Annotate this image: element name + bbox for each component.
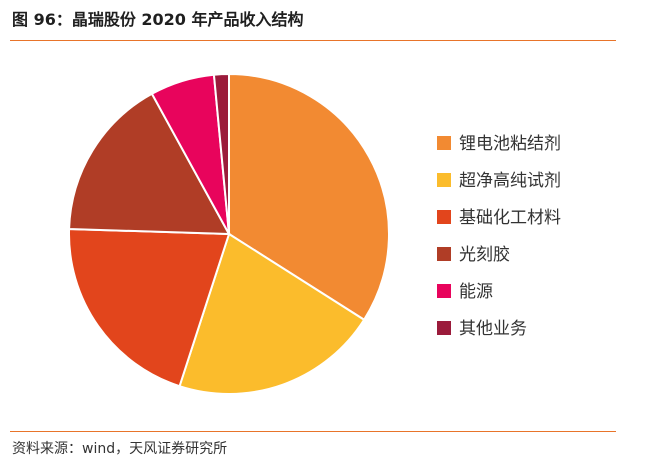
- pie-slices: [68, 72, 390, 395]
- legend-swatch-2: [437, 173, 451, 187]
- legend-label-4: 光刻胶: [459, 245, 510, 265]
- legend-swatch-1: [437, 136, 451, 150]
- legend-swatch-4: [437, 247, 451, 261]
- pie-slice-6: [212, 72, 230, 235]
- pie-slice-4: [68, 92, 231, 236]
- source-note: 资料来源：wind，天风证券研究所: [12, 441, 228, 457]
- legend-label-3: 基础化工材料: [459, 208, 561, 228]
- pie-slice-3: [68, 227, 231, 388]
- legend-label-2: 超净高纯试剂: [459, 171, 561, 191]
- legend-label-6: 其他业务: [459, 319, 527, 339]
- legend-label-5: 能源: [459, 282, 493, 302]
- chart-title: 图 96：晶瑞股份 2020 年产品收入结构: [12, 10, 304, 29]
- source-divider: [10, 431, 616, 432]
- title-divider: [10, 40, 616, 41]
- legend-swatch-5: [437, 284, 451, 298]
- legend-swatch-3: [437, 210, 451, 224]
- pie-slice-2: [178, 232, 366, 395]
- legend-swatch-6: [437, 321, 451, 335]
- legend-label-1: 锂电池粘结剂: [459, 134, 561, 154]
